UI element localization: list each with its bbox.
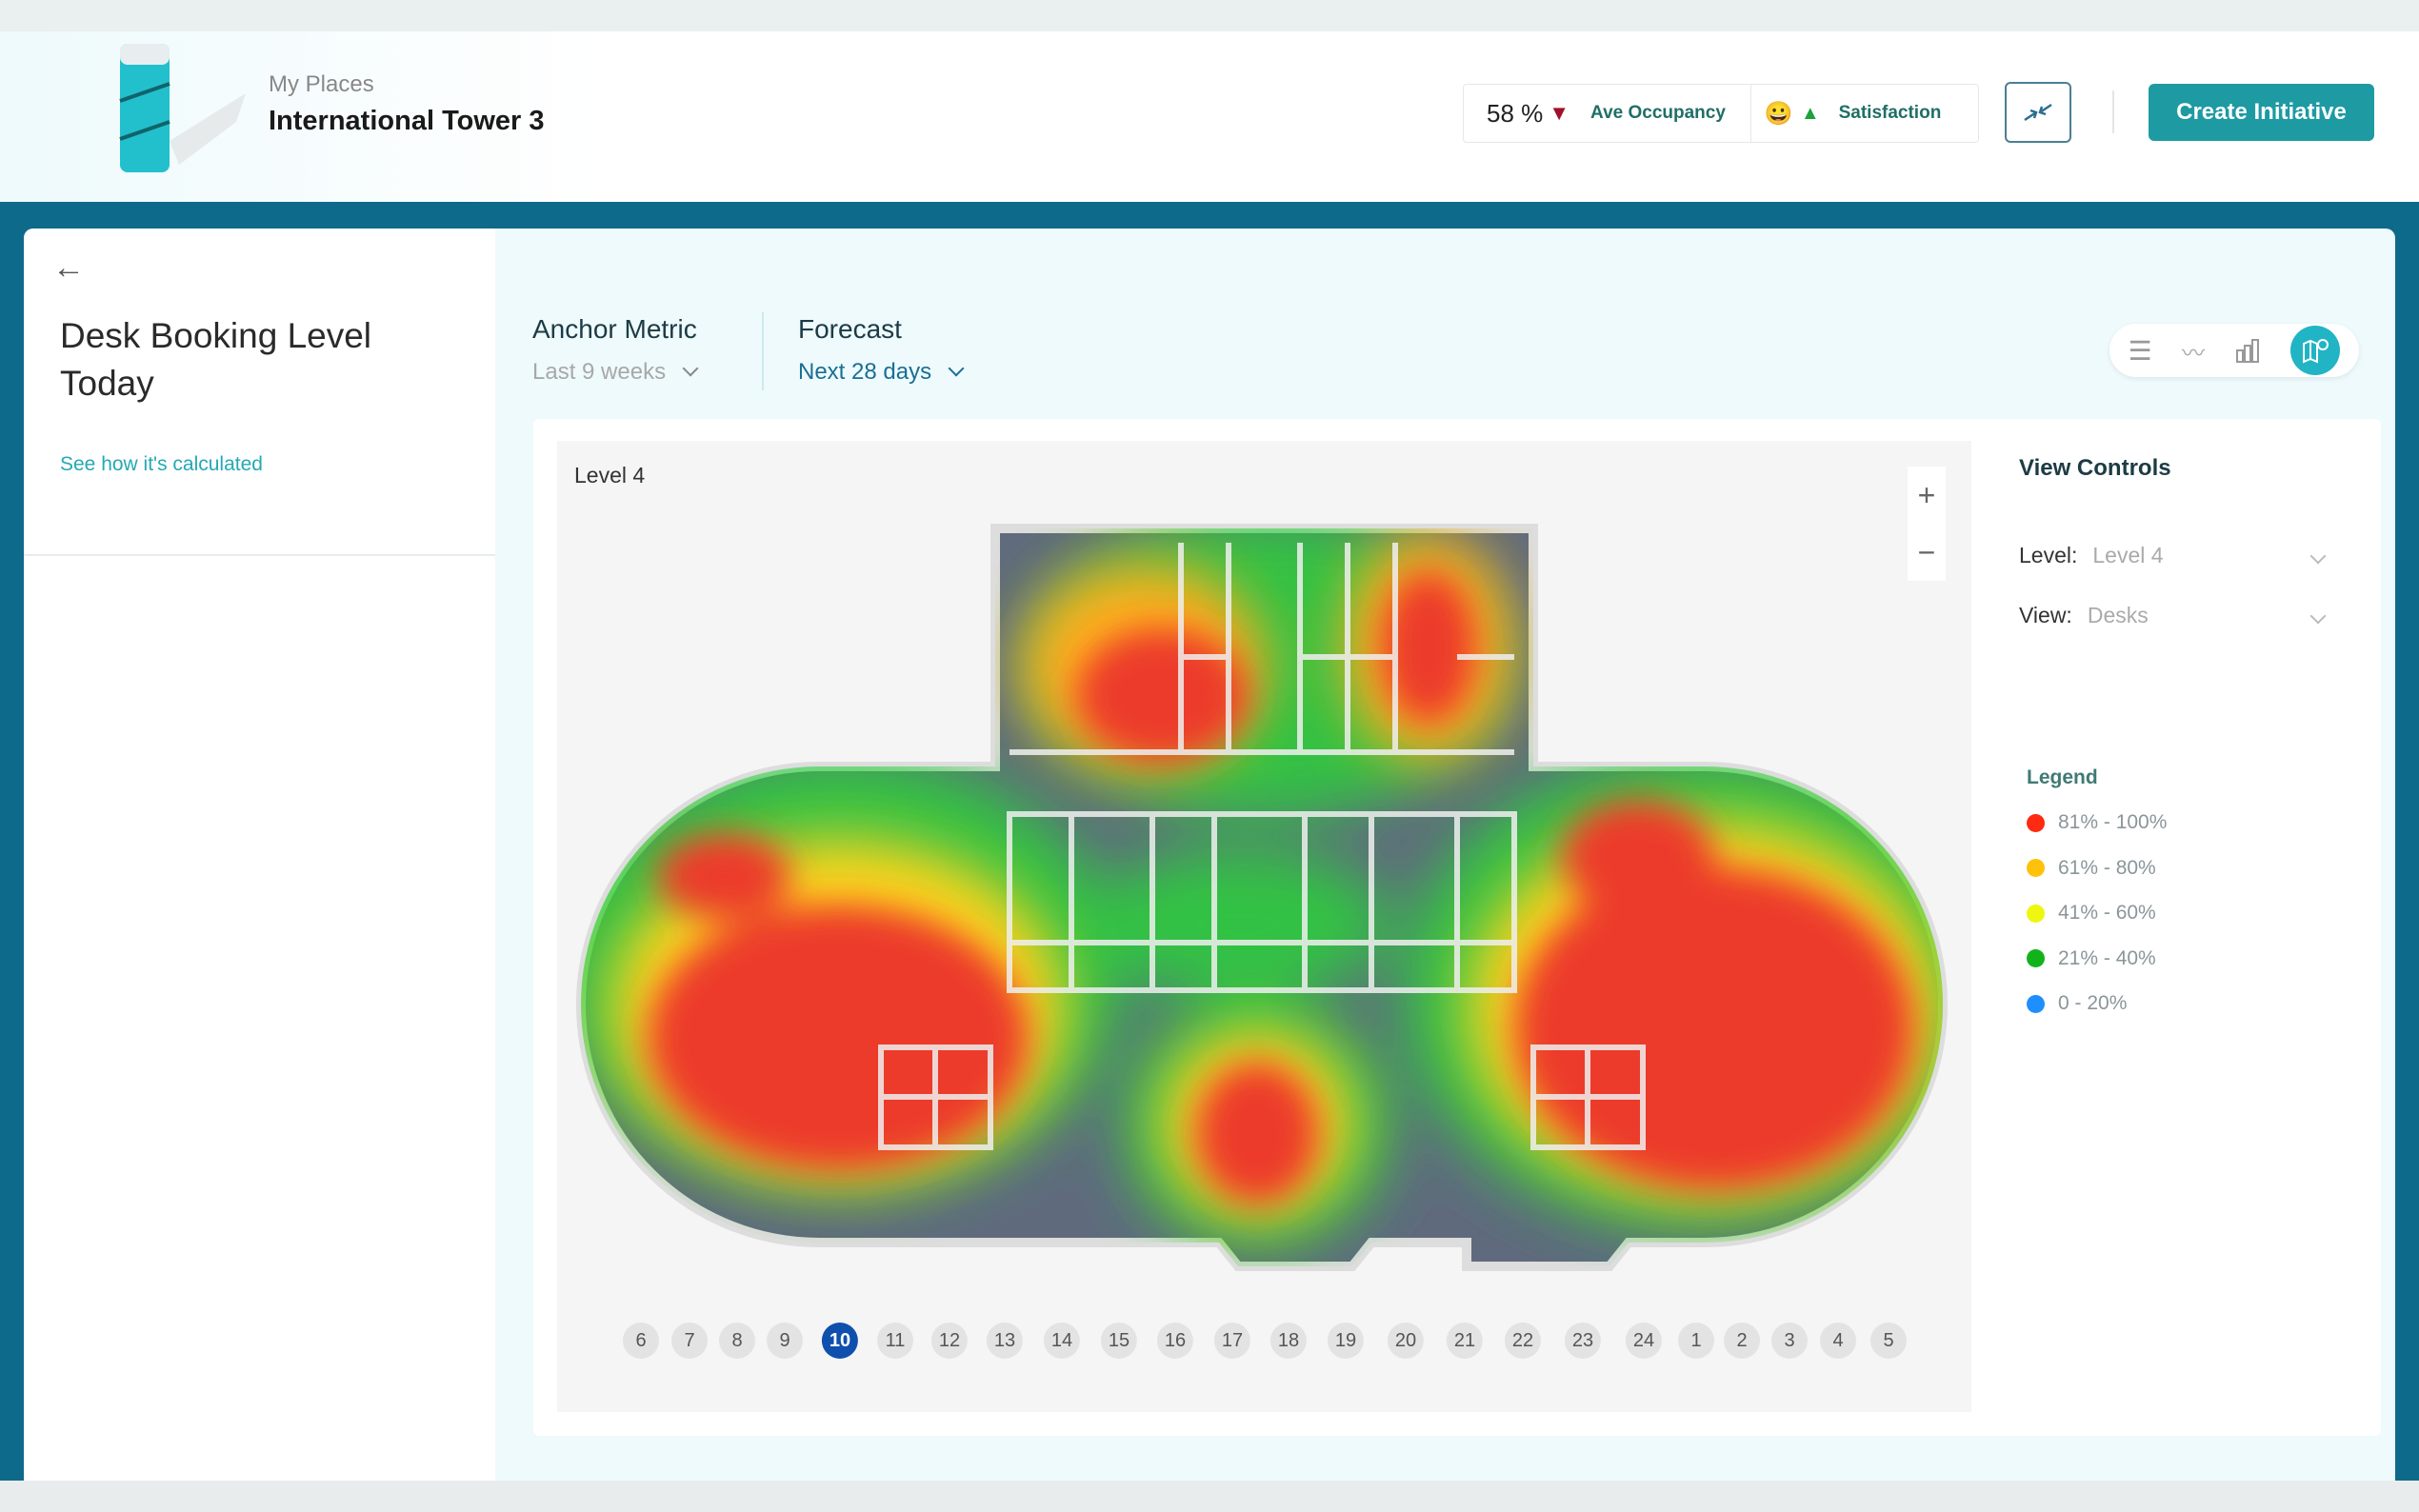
legend-item: 21% - 40% — [2027, 947, 2156, 970]
left-panel: ← Desk Booking Level Today See how it's … — [24, 229, 495, 1481]
hour-chip-2[interactable]: 2 — [1724, 1323, 1760, 1359]
chevron-down-icon — [2309, 547, 2327, 564]
top-strip — [0, 0, 2419, 31]
hour-chip-7[interactable]: 7 — [671, 1323, 708, 1359]
forecast-dropdown[interactable]: Next 28 days — [798, 359, 965, 386]
legend-dot — [2027, 994, 2045, 1013]
legend-item: 81% - 100% — [2027, 811, 2167, 834]
collapse-arrows-icon — [2024, 103, 2052, 122]
calculation-link[interactable]: See how it's calculated — [60, 453, 263, 475]
legend-dot — [2027, 813, 2045, 832]
zoom-controls: + − — [1908, 467, 1946, 581]
occupancy-label: Ave Occupancy — [1590, 103, 1726, 123]
hour-chip-23[interactable]: 23 — [1564, 1323, 1602, 1359]
view-controls-title: View Controls — [2019, 455, 2171, 481]
legend-label: 61% - 80% — [2058, 856, 2156, 879]
chevron-down-icon — [2309, 607, 2327, 624]
hour-chip-13[interactable]: 13 — [986, 1323, 1024, 1359]
zoom-in-button[interactable]: + — [1917, 477, 1936, 512]
legend-item: 41% - 60% — [2027, 902, 2156, 925]
legend-dot — [2027, 904, 2045, 923]
smiley-icon: 😀 — [1764, 100, 1793, 127]
list-view-icon[interactable]: ☰ — [2128, 335, 2152, 366]
building-logo-icon — [119, 44, 246, 172]
hour-chip-16[interactable]: 16 — [1156, 1323, 1194, 1359]
hour-chip-6[interactable]: 6 — [623, 1323, 659, 1359]
hour-chip-24[interactable]: 24 — [1625, 1323, 1663, 1359]
trend-up-icon: ▲ — [1800, 102, 1820, 124]
hour-chip-15[interactable]: 15 — [1100, 1323, 1138, 1359]
hour-chip-12[interactable]: 12 — [930, 1323, 969, 1359]
occupancy-value: 58 % — [1487, 98, 1544, 128]
view-dropdown[interactable]: View: Desks — [2019, 603, 2327, 628]
create-initiative-button[interactable]: Create Initiative — [2149, 84, 2374, 141]
compress-button[interactable] — [2005, 82, 2071, 143]
hour-chip-22[interactable]: 22 — [1504, 1323, 1542, 1359]
level-dropdown[interactable]: Level: Level 4 — [2019, 543, 2327, 568]
building-name: International Tower 3 — [269, 106, 545, 136]
legend-item: 0 - 20% — [2027, 992, 2127, 1015]
hour-chip-20[interactable]: 20 — [1387, 1323, 1425, 1359]
map-pin-icon — [2303, 339, 2329, 364]
hour-chip-19[interactable]: 19 — [1327, 1323, 1365, 1359]
hour-chip-18[interactable]: 18 — [1269, 1323, 1308, 1359]
zoom-out-button[interactable]: − — [1917, 534, 1936, 569]
chevron-down-icon — [682, 360, 699, 377]
kpi-summary: 58 % ▼ Ave Occupancy 😀 ▲ Satisfaction — [1463, 84, 1979, 143]
divider — [2112, 90, 2114, 133]
hour-chip-8[interactable]: 8 — [719, 1323, 755, 1359]
hour-chip-11[interactable]: 11 — [877, 1323, 913, 1359]
legend-title: Legend — [2027, 766, 2098, 788]
hour-chip-4[interactable]: 4 — [1820, 1323, 1856, 1359]
hour-chip-3[interactable]: 3 — [1771, 1323, 1808, 1359]
anchor-metric-dropdown[interactable]: Last 9 weeks — [532, 359, 699, 386]
panel-title: Desk Booking Level Today — [60, 316, 372, 403]
anchor-metric-label: Anchor Metric — [532, 314, 697, 344]
satisfaction-label: Satisfaction — [1838, 103, 1942, 123]
hour-chip-1[interactable]: 1 — [1678, 1323, 1714, 1359]
hour-chip-17[interactable]: 17 — [1213, 1323, 1251, 1359]
heatmap-floorplan — [576, 524, 1948, 1271]
view-toggle: ☰ 〰 — [2109, 324, 2359, 377]
app-header: My Places International Tower 3 — [0, 31, 2419, 202]
forecast-label: Forecast — [798, 314, 902, 344]
divider — [24, 554, 495, 556]
bar-chart-icon[interactable] — [2234, 337, 2261, 364]
breadcrumb[interactable]: My Places — [269, 71, 374, 97]
divider — [762, 312, 764, 390]
legend-item: 61% - 80% — [2027, 857, 2156, 880]
map-view-button[interactable] — [2290, 326, 2341, 375]
hour-chip-9[interactable]: 9 — [767, 1323, 803, 1359]
chevron-down-icon — [948, 360, 965, 377]
legend-dot — [2027, 859, 2045, 877]
trend-down-icon: ▼ — [1549, 101, 1570, 125]
legend-label: 0 - 20% — [2058, 992, 2128, 1014]
hour-chip-10[interactable]: 10 — [821, 1323, 859, 1359]
line-chart-icon[interactable]: 〰 — [2181, 340, 2205, 367]
legend-label: 21% - 40% — [2058, 946, 2156, 969]
hour-chip-5[interactable]: 5 — [1870, 1323, 1907, 1359]
hour-chip-21[interactable]: 21 — [1446, 1323, 1484, 1359]
legend-dot — [2027, 949, 2045, 967]
legend-label: 41% - 60% — [2058, 902, 2156, 924]
hour-chip-14[interactable]: 14 — [1043, 1323, 1081, 1359]
bottom-strip — [0, 1481, 2419, 1512]
legend-label: 81% - 100% — [2058, 811, 2168, 833]
map-level-title: Level 4 — [574, 463, 646, 487]
back-arrow-icon[interactable]: ← — [52, 249, 85, 286]
